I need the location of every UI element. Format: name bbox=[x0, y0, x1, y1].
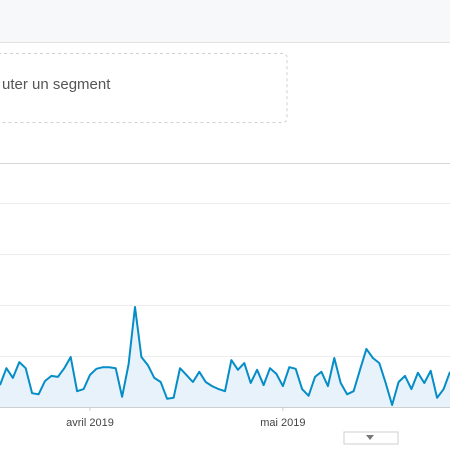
plot: avril 2019 mai 2019 bbox=[0, 203, 450, 429]
line bbox=[0, 306, 450, 406]
x-tick-label: mai 2019 bbox=[260, 417, 305, 429]
top-bar bbox=[0, 0, 450, 42]
add-segment-label[interactable]: uter un segment bbox=[2, 76, 111, 93]
area bbox=[0, 307, 450, 407]
add-segment[interactable] bbox=[0, 53, 288, 123]
dropdown-arrow[interactable] bbox=[366, 435, 374, 440]
x-tick-label: avril 2019 bbox=[66, 417, 114, 429]
